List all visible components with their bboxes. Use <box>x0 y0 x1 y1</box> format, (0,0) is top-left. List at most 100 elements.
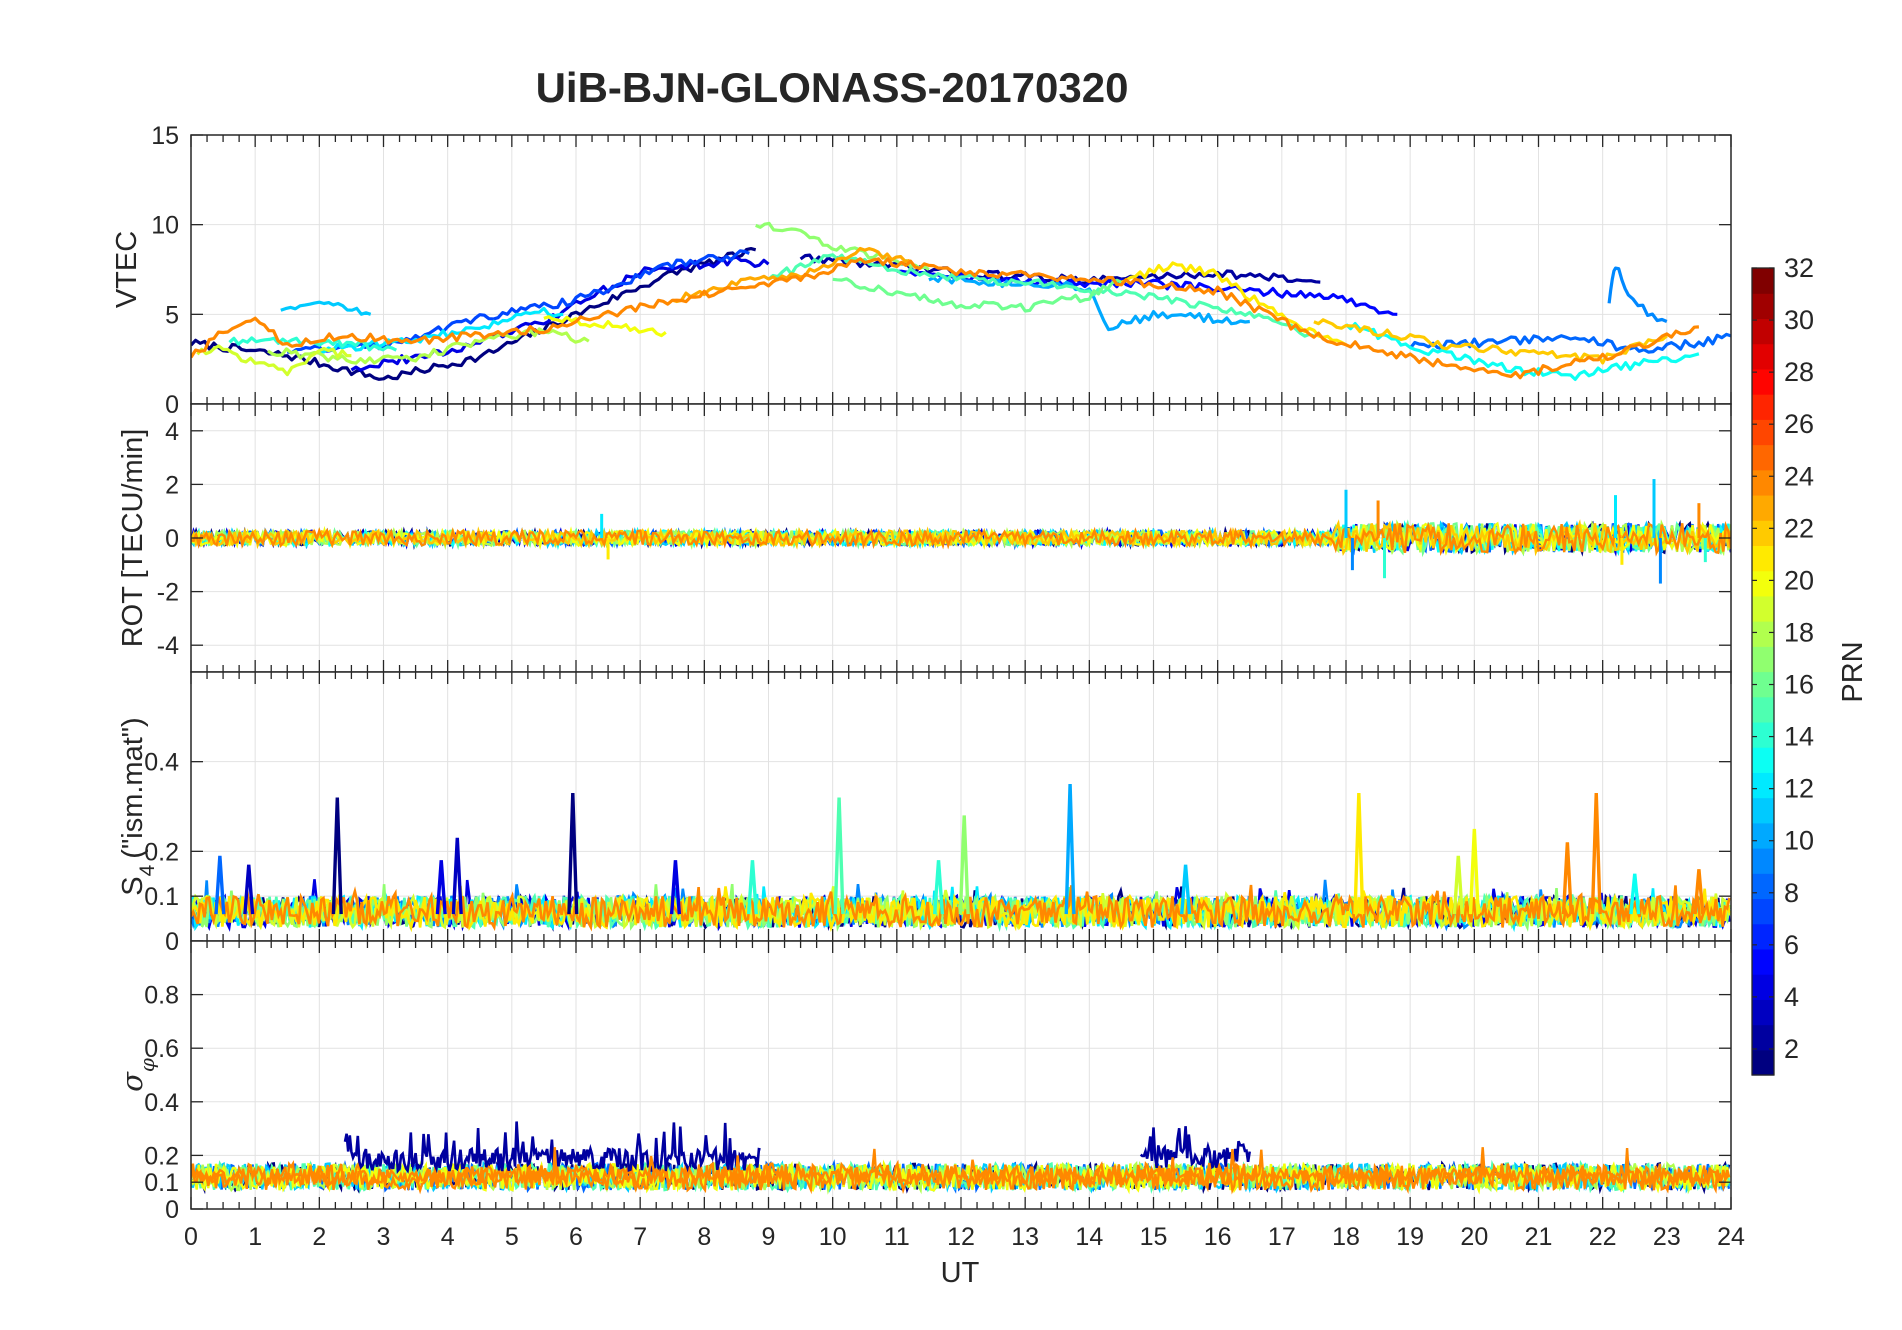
series-prn-1 <box>191 247 757 381</box>
colorbar-frame <box>1751 267 1775 1076</box>
colorbar-tick-label: 2 <box>1784 1034 1799 1064</box>
s4-peak <box>746 860 759 915</box>
series-prn-24 <box>191 520 1731 557</box>
panel-rot: -4 -2 0 2 4 ROT [TECU/min] <box>117 403 1732 673</box>
x-tick-label: 8 <box>697 1223 711 1251</box>
series-prn-13 <box>1344 322 1700 381</box>
colorbar-tick-label: 12 <box>1784 774 1814 804</box>
series-prn-12 <box>319 306 564 354</box>
x-tick-label: 1 <box>248 1223 262 1251</box>
s4-peak <box>833 797 845 915</box>
y-tick-label: 10 <box>151 212 179 240</box>
y-axis-label: S4("ism.mat") <box>117 717 159 895</box>
colorbar-swatch <box>1752 293 1774 320</box>
series-prn-11 <box>280 300 372 316</box>
s4-peak <box>331 797 343 915</box>
y-axis-label: ROT [TECU/min] <box>117 429 149 648</box>
series-prn-15 <box>767 253 1315 338</box>
x-ticks <box>190 134 1732 405</box>
series-group <box>191 479 1731 584</box>
y-tick-label: 5 <box>165 301 179 329</box>
y-tick-label: 0.2 <box>144 1142 179 1170</box>
s4-peak <box>1180 864 1192 915</box>
colorbar-swatch <box>1752 545 1774 572</box>
colorbar-tick-label: 24 <box>1784 461 1814 491</box>
colorbar-swatch <box>1752 520 1774 547</box>
y-tick-label: 15 <box>151 122 179 150</box>
colorbar-swatch <box>1752 747 1774 773</box>
colorbar-swatch <box>1752 948 1774 975</box>
colorbar-swatch <box>1752 268 1774 294</box>
colorbar-swatch <box>1752 646 1774 673</box>
series-prn-8 <box>1408 332 1731 354</box>
panel-vtec: 0 5 10 15 VTEC <box>111 122 1732 419</box>
series-prn-20 <box>543 315 667 338</box>
colorbar-swatch <box>1752 1049 1774 1076</box>
colorbar-tick-label: 16 <box>1784 670 1814 700</box>
colorbar-label: PRN <box>1837 641 1869 702</box>
series-group <box>191 784 1731 933</box>
x-tick-label: 24 <box>1717 1223 1745 1251</box>
colorbar-tick-label: 30 <box>1784 305 1814 335</box>
colorbar-swatch <box>1752 999 1774 1026</box>
series-prn-10 <box>928 273 1250 332</box>
x-ticks <box>190 672 1732 942</box>
s4-peak <box>451 837 463 915</box>
s4-peak <box>669 860 682 915</box>
y-tick-label: 0 <box>165 928 179 956</box>
series-prn-18 <box>267 327 590 365</box>
x-tick-label: 3 <box>377 1223 391 1251</box>
x-tick-label: 16 <box>1204 1223 1232 1251</box>
colorbar-tick-label: 4 <box>1784 982 1799 1012</box>
colorbar-swatch <box>1752 898 1774 925</box>
x-tick-label: 14 <box>1075 1223 1103 1251</box>
colorbar-swatch <box>1752 797 1774 824</box>
series-prn-23 <box>671 246 910 304</box>
x-ticks <box>190 404 1732 672</box>
series-prn-24-overlay <box>191 1147 1731 1189</box>
x-tick-label: 9 <box>762 1223 776 1251</box>
x-tick-label: 23 <box>1653 1223 1681 1251</box>
s4-peak <box>1561 842 1573 915</box>
colorbar-swatch <box>1752 368 1774 395</box>
colorbar-swatch <box>1752 444 1774 471</box>
chart-title: UiB-BJN-GLONASS-20170320 <box>536 64 1129 111</box>
series-prn-22 <box>1313 318 1668 365</box>
y-tick-label: 0 <box>165 1196 179 1224</box>
x-tick-label: 4 <box>441 1223 455 1251</box>
y-axis-label: VTEC <box>111 231 143 308</box>
colorbar-swatch <box>1752 923 1774 950</box>
colorbar-swatch <box>1752 671 1774 698</box>
y-tick-label: -4 <box>157 632 179 660</box>
colorbar-tick-label: 6 <box>1784 930 1799 960</box>
series-prn-19 <box>196 344 352 377</box>
x-tick-label: 22 <box>1589 1223 1617 1251</box>
s4-peak <box>1353 792 1365 915</box>
series-prn-9 <box>1607 266 1668 323</box>
x-tick-label: 21 <box>1525 1223 1553 1251</box>
y-tick-label: 0.1 <box>144 883 179 911</box>
s4-peak <box>435 860 447 915</box>
series-group <box>191 221 1731 381</box>
colorbar-tick-label: 20 <box>1784 565 1814 595</box>
y-tick-label: 0.1 <box>144 1169 179 1197</box>
panel-s4: 0 0.1 0.2 0.4S4("ism.mat") <box>117 671 1732 956</box>
s4-peak <box>567 792 579 915</box>
y-tick-label: 0.2 <box>144 838 179 866</box>
colorbar-swatch <box>1752 721 1774 748</box>
colorbar-swatch <box>1752 1024 1774 1051</box>
s4-peak <box>1629 873 1641 915</box>
colorbar-swatch <box>1752 772 1774 799</box>
x-tick-label: 13 <box>1011 1223 1039 1251</box>
colorbar-swatch <box>1752 974 1774 1000</box>
x-tick-label: 17 <box>1268 1223 1296 1251</box>
x-ticks <box>190 941 1732 1210</box>
colorbar-tick-label: 26 <box>1784 409 1814 439</box>
s4-peak <box>1693 869 1705 915</box>
s4-peak <box>1452 855 1464 915</box>
y-tick-label: 0 <box>165 391 179 419</box>
s4-peak <box>1468 828 1480 915</box>
